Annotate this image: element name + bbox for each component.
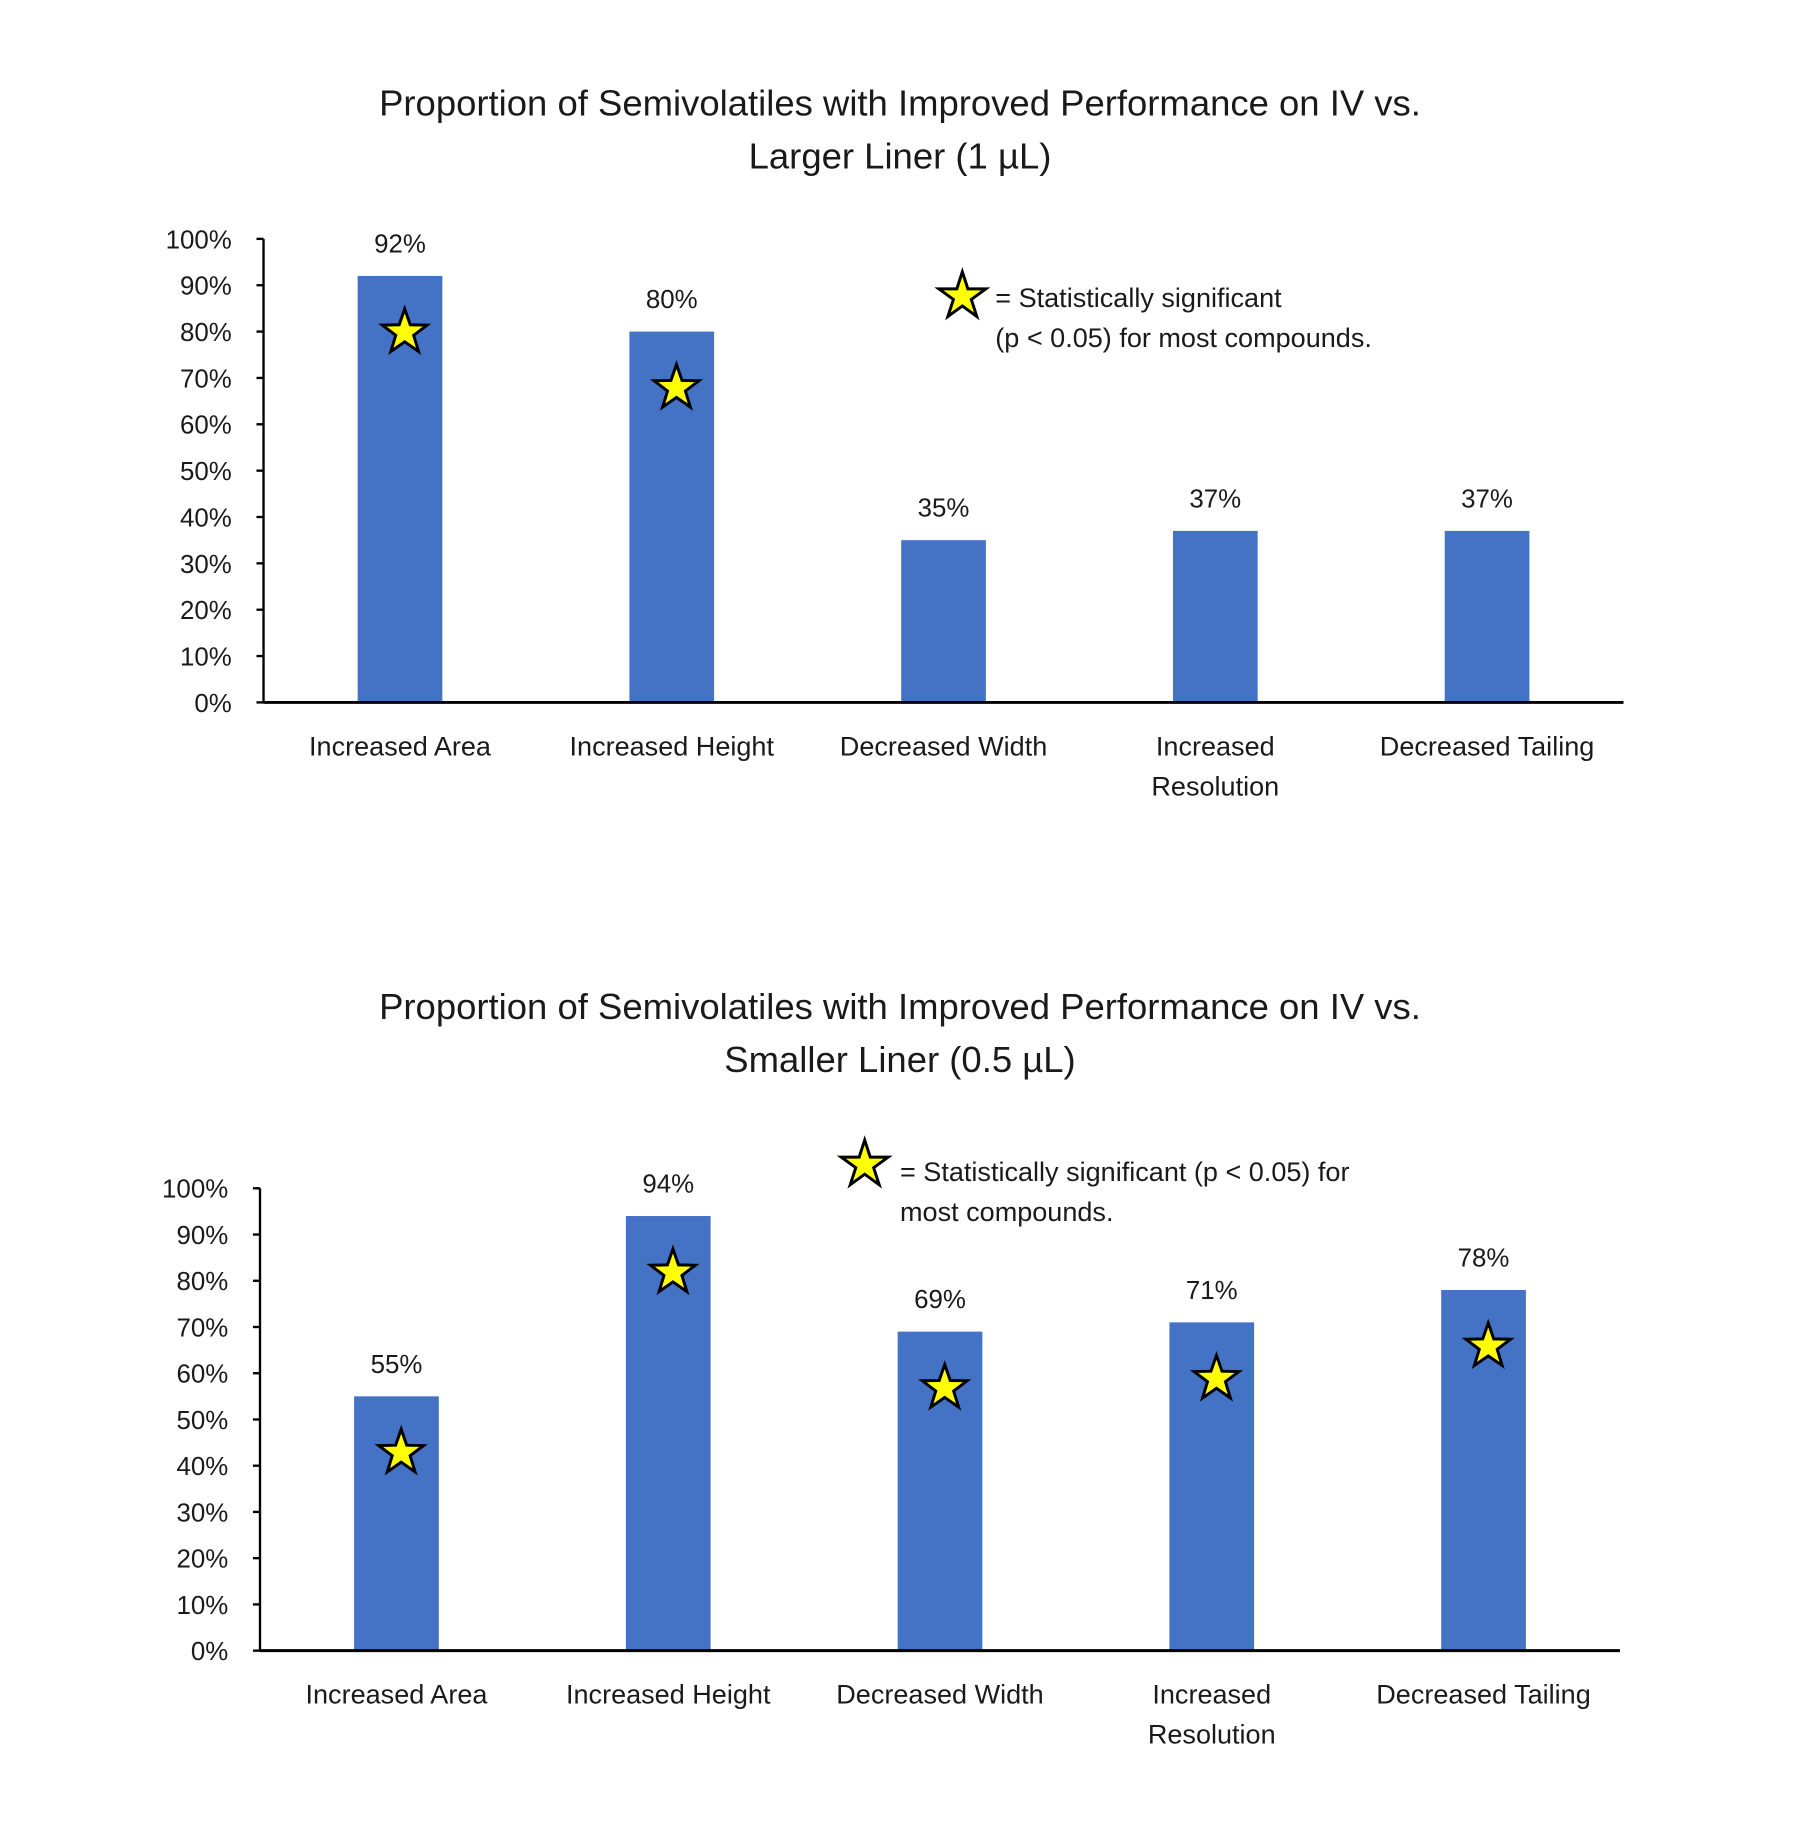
significance-star-icon: [374, 1424, 428, 1476]
data-label: 37%: [1189, 485, 1241, 513]
data-label: 80%: [646, 286, 698, 314]
y-tick-label: 50%: [176, 1407, 228, 1435]
y-tick-label: 30%: [180, 551, 232, 579]
data-label: 71%: [1186, 1277, 1238, 1305]
bar: [1172, 530, 1258, 703]
x-tick-label: Increased: [1156, 731, 1275, 761]
legend-text: = Statistically significant (p < 0.05) f…: [900, 1157, 1349, 1187]
x-tick-label: Decreased Tailing: [1376, 1680, 1591, 1710]
bar: [1444, 530, 1530, 703]
data-label: 35%: [918, 495, 970, 523]
x-tick-label: Increased Height: [566, 1680, 771, 1710]
y-tick-label: 90%: [176, 1222, 228, 1250]
significance-star-icon: [649, 360, 704, 411]
y-tick-label: 70%: [180, 365, 232, 393]
y-tick-label: 90%: [180, 273, 232, 301]
y-tick-label: 10%: [176, 1592, 228, 1620]
x-tick-label: Increased: [1152, 1680, 1271, 1710]
significance-star-icon: [378, 304, 432, 356]
legend-text: (p < 0.05) for most compounds.: [995, 323, 1372, 353]
y-tick-label: 10%: [180, 643, 232, 671]
y-tick-label: 30%: [176, 1499, 228, 1527]
data-label: 92%: [374, 230, 426, 258]
y-tick-label: 60%: [176, 1361, 228, 1389]
chart-title: Larger Liner (1 µL): [749, 135, 1052, 176]
legend-text: = Statistically significant: [995, 283, 1282, 313]
bar: [901, 540, 986, 703]
y-tick-label: 80%: [180, 319, 232, 347]
y-tick-label: 0%: [194, 690, 231, 718]
legend-text: most compounds.: [900, 1197, 1113, 1227]
x-tick-label: Resolution: [1151, 771, 1279, 801]
y-tick-label: 20%: [180, 597, 232, 625]
y-tick-label: 40%: [176, 1453, 228, 1481]
x-tick-label: Decreased Tailing: [1380, 731, 1594, 761]
significance-star-icon: [646, 1244, 700, 1296]
x-tick-label: Increased Height: [570, 731, 775, 761]
legend-star-icon: [934, 267, 991, 321]
data-label: 55%: [371, 1351, 423, 1379]
y-tick-label: 80%: [176, 1268, 228, 1296]
x-tick-label: Decreased Width: [836, 1680, 1043, 1710]
y-tick-label: 100%: [162, 1176, 228, 1204]
x-tick-label: Increased Area: [306, 1680, 489, 1710]
chart-title: Proportion of Semivolatiles with Improve…: [379, 986, 1421, 1027]
chart-1: Proportion of Semivolatiles with Improve…: [166, 82, 1624, 801]
chart-title: Proportion of Semivolatiles with Improve…: [379, 82, 1421, 123]
significance-star-icon: [1461, 1318, 1515, 1370]
y-tick-label: 40%: [180, 504, 232, 532]
x-tick-label: Decreased Width: [840, 731, 1047, 761]
bar: [357, 275, 443, 703]
y-tick-label: 20%: [176, 1546, 228, 1574]
chart-2: Proportion of Semivolatiles with Improve…: [162, 986, 1620, 1750]
y-tick-label: 60%: [180, 412, 232, 440]
x-tick-label: Increased Area: [309, 731, 492, 761]
y-tick-label: 70%: [176, 1314, 228, 1342]
legend-star-icon: [836, 1135, 893, 1189]
bar: [354, 1396, 439, 1651]
data-label: 78%: [1458, 1244, 1510, 1272]
x-tick-label: Resolution: [1148, 1720, 1276, 1750]
y-tick-label: 0%: [191, 1638, 228, 1666]
chart-title: Smaller Liner (0.5 µL): [724, 1039, 1075, 1080]
significance-star-icon: [1189, 1350, 1244, 1402]
data-label: 69%: [914, 1286, 966, 1314]
data-label: 37%: [1461, 485, 1513, 513]
bar: [625, 1216, 711, 1651]
data-label: 94%: [642, 1171, 694, 1199]
significance-star-icon: [918, 1360, 972, 1411]
y-tick-label: 100%: [166, 226, 232, 254]
y-tick-label: 50%: [180, 458, 232, 486]
